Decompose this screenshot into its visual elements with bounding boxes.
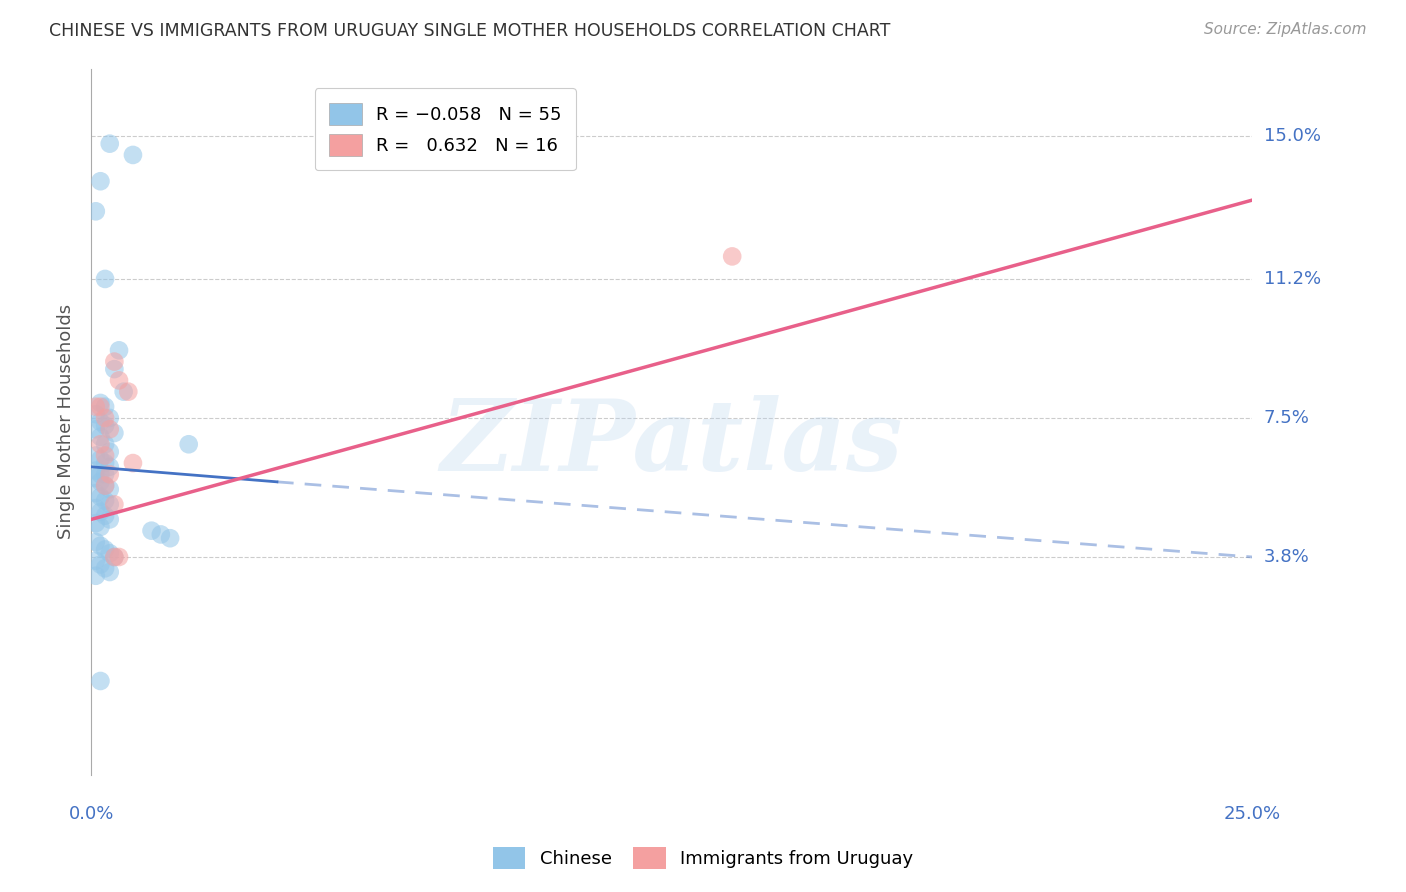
Point — [89, 475, 111, 489]
Point — [89, 452, 111, 467]
Point — [103, 549, 125, 564]
Point — [89, 558, 111, 572]
Text: 3.8%: 3.8% — [1264, 548, 1309, 566]
Point — [89, 467, 111, 482]
Point — [84, 516, 107, 531]
Point — [94, 449, 117, 463]
Text: ZIPatlas: ZIPatlas — [440, 394, 903, 491]
Point — [84, 535, 107, 549]
Text: CHINESE VS IMMIGRANTS FROM URUGUAY SINGLE MOTHER HOUSEHOLDS CORRELATION CHART: CHINESE VS IMMIGRANTS FROM URUGUAY SINGL… — [49, 22, 890, 40]
Point — [98, 565, 121, 579]
Point — [84, 422, 107, 436]
Point — [89, 539, 111, 553]
Text: 25.0%: 25.0% — [1223, 805, 1281, 823]
Point — [94, 400, 117, 414]
Point — [94, 478, 117, 492]
Point — [94, 561, 117, 575]
Point — [98, 136, 121, 151]
Text: 7.5%: 7.5% — [1264, 409, 1309, 427]
Point — [84, 554, 107, 568]
Point — [108, 549, 131, 564]
Point — [98, 444, 121, 458]
Legend: Chinese, Immigrants from Uruguay: Chinese, Immigrants from Uruguay — [485, 839, 921, 876]
Point — [84, 486, 107, 500]
Point — [103, 362, 125, 376]
Y-axis label: Single Mother Households: Single Mother Households — [58, 304, 75, 540]
Text: 15.0%: 15.0% — [1264, 128, 1320, 145]
Point — [122, 148, 145, 162]
Point — [89, 430, 111, 444]
Point — [159, 531, 181, 545]
Point — [103, 425, 125, 440]
Legend: R = −0.058   N = 55, R =   0.632   N = 16: R = −0.058 N = 55, R = 0.632 N = 16 — [315, 88, 576, 170]
Point — [94, 437, 117, 451]
Point — [98, 483, 121, 497]
Point — [122, 456, 145, 470]
Point — [103, 497, 125, 511]
Point — [89, 490, 111, 504]
Point — [141, 524, 163, 538]
Text: Source: ZipAtlas.com: Source: ZipAtlas.com — [1204, 22, 1367, 37]
Point — [94, 542, 117, 557]
Point — [177, 437, 200, 451]
Point — [89, 520, 111, 534]
Point — [103, 354, 125, 368]
Point — [149, 527, 172, 541]
Text: 11.2%: 11.2% — [1264, 270, 1320, 288]
Point — [94, 418, 117, 433]
Point — [98, 512, 121, 526]
Point — [94, 478, 117, 492]
Point — [98, 497, 121, 511]
Point — [84, 464, 107, 478]
Point — [89, 400, 111, 414]
Point — [84, 407, 107, 421]
Point — [94, 467, 117, 482]
Point — [89, 174, 111, 188]
Point — [98, 467, 121, 482]
Point — [94, 272, 117, 286]
Point — [721, 249, 744, 263]
Point — [89, 505, 111, 519]
Point — [98, 459, 121, 474]
Point — [84, 400, 107, 414]
Point — [84, 449, 107, 463]
Point — [89, 673, 111, 688]
Text: 0.0%: 0.0% — [69, 805, 114, 823]
Point — [103, 549, 125, 564]
Point — [94, 411, 117, 425]
Point — [94, 493, 117, 508]
Point — [98, 422, 121, 436]
Point — [89, 415, 111, 429]
Point — [89, 437, 111, 451]
Point — [84, 568, 107, 582]
Point — [84, 501, 107, 516]
Point — [108, 343, 131, 358]
Point — [89, 396, 111, 410]
Point — [94, 456, 117, 470]
Point — [84, 471, 107, 485]
Point — [84, 204, 107, 219]
Point — [98, 411, 121, 425]
Point — [94, 508, 117, 523]
Point — [117, 384, 139, 399]
Point — [112, 384, 135, 399]
Point — [108, 373, 131, 387]
Point — [98, 546, 121, 560]
